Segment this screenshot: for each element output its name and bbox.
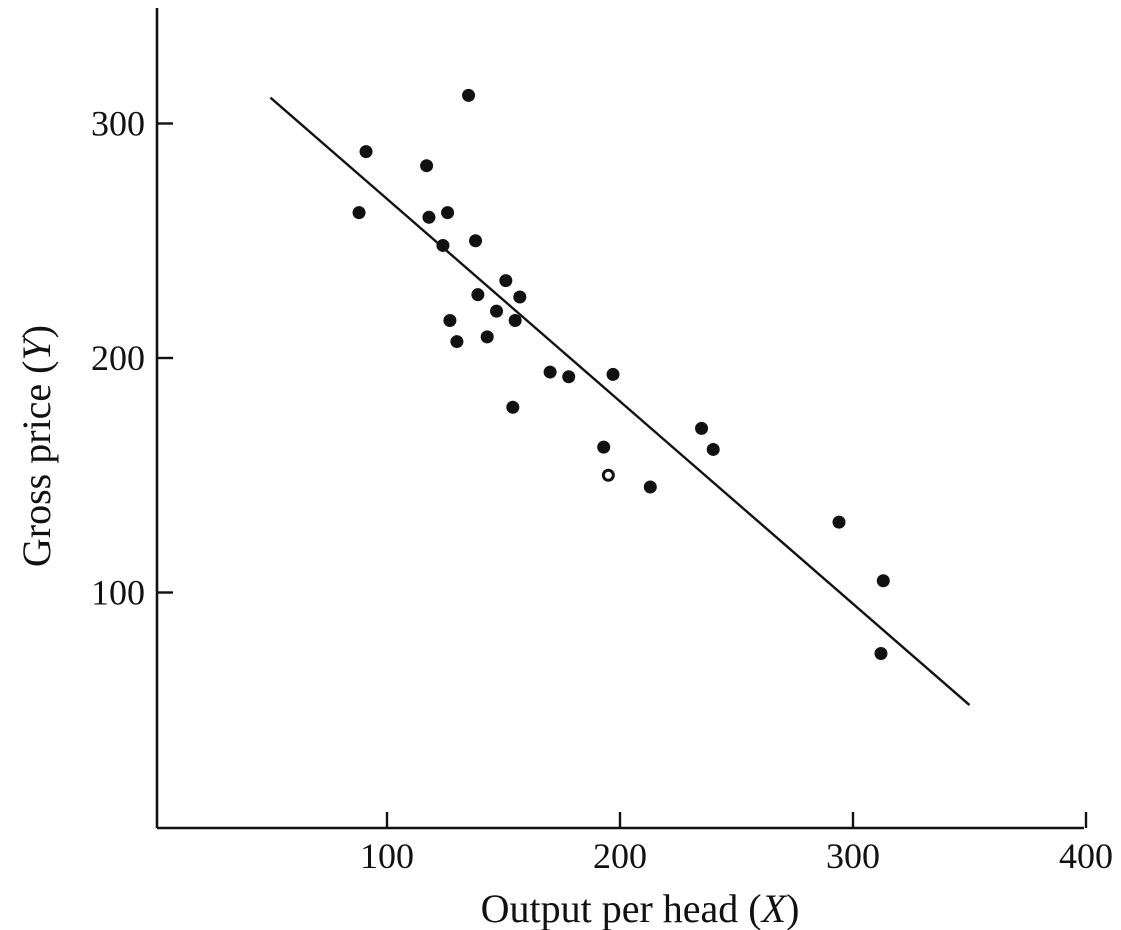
data-point-28	[876, 574, 890, 588]
x-axis-title-symbol: X	[760, 886, 788, 930]
x-axis-title-text: Output per head	[481, 886, 739, 930]
data-point-3	[420, 159, 434, 173]
x-tick-label-400: 400	[1059, 836, 1113, 876]
data-points	[352, 88, 890, 660]
data-point-17	[513, 290, 527, 304]
data-point-2	[359, 145, 373, 159]
data-point-25	[706, 442, 720, 456]
data-point-26	[832, 515, 846, 529]
data-point-9	[462, 88, 476, 102]
y-axis-title-close-paren: )	[14, 325, 59, 338]
tick-marks	[157, 122, 1088, 828]
x-axis-title-close-paren: )	[786, 886, 799, 930]
y-axis-title-symbol: Y	[14, 334, 59, 360]
data-point-6	[441, 206, 455, 220]
data-point-15	[506, 400, 520, 414]
data-point-4	[422, 210, 436, 224]
data-point-1	[352, 206, 366, 220]
data-point-16	[508, 313, 522, 327]
x-tick-label-100: 100	[360, 836, 414, 876]
data-point-8	[450, 335, 464, 349]
x-tick-label-200: 200	[593, 836, 647, 876]
data-point-27	[874, 646, 888, 660]
data-point-24	[695, 421, 709, 435]
data-point-20	[597, 440, 611, 454]
y-axis-title: Gross price (Y)	[14, 325, 59, 567]
data-point-22	[606, 367, 620, 381]
data-point-7	[443, 313, 457, 327]
y-tick-label-200: 200	[91, 338, 145, 378]
data-point-18	[543, 365, 557, 379]
data-point-11	[471, 288, 485, 302]
x-axis-title: Output per head (X)	[481, 886, 800, 930]
regression-line	[269, 96, 971, 706]
y-axis-title-text: Gross price	[14, 384, 59, 567]
axes	[155, 8, 1084, 830]
data-point-5	[436, 238, 450, 252]
data-point-12	[480, 330, 494, 344]
data-point-13	[490, 304, 504, 318]
y-tick-label-300: 300	[91, 104, 145, 144]
x-axis-title-open-paren: (	[748, 886, 761, 930]
tick-labels: 100 200 300 400 100 200 300	[91, 104, 1113, 877]
y-tick-label-100: 100	[91, 573, 145, 613]
data-point-19	[562, 370, 576, 384]
data-point-23	[643, 480, 657, 494]
data-point-10	[469, 234, 483, 248]
data-point-21	[601, 468, 615, 482]
y-axis-title-open-paren: (	[14, 360, 59, 373]
x-tick-label-300: 300	[826, 836, 880, 876]
data-point-14	[499, 274, 513, 288]
